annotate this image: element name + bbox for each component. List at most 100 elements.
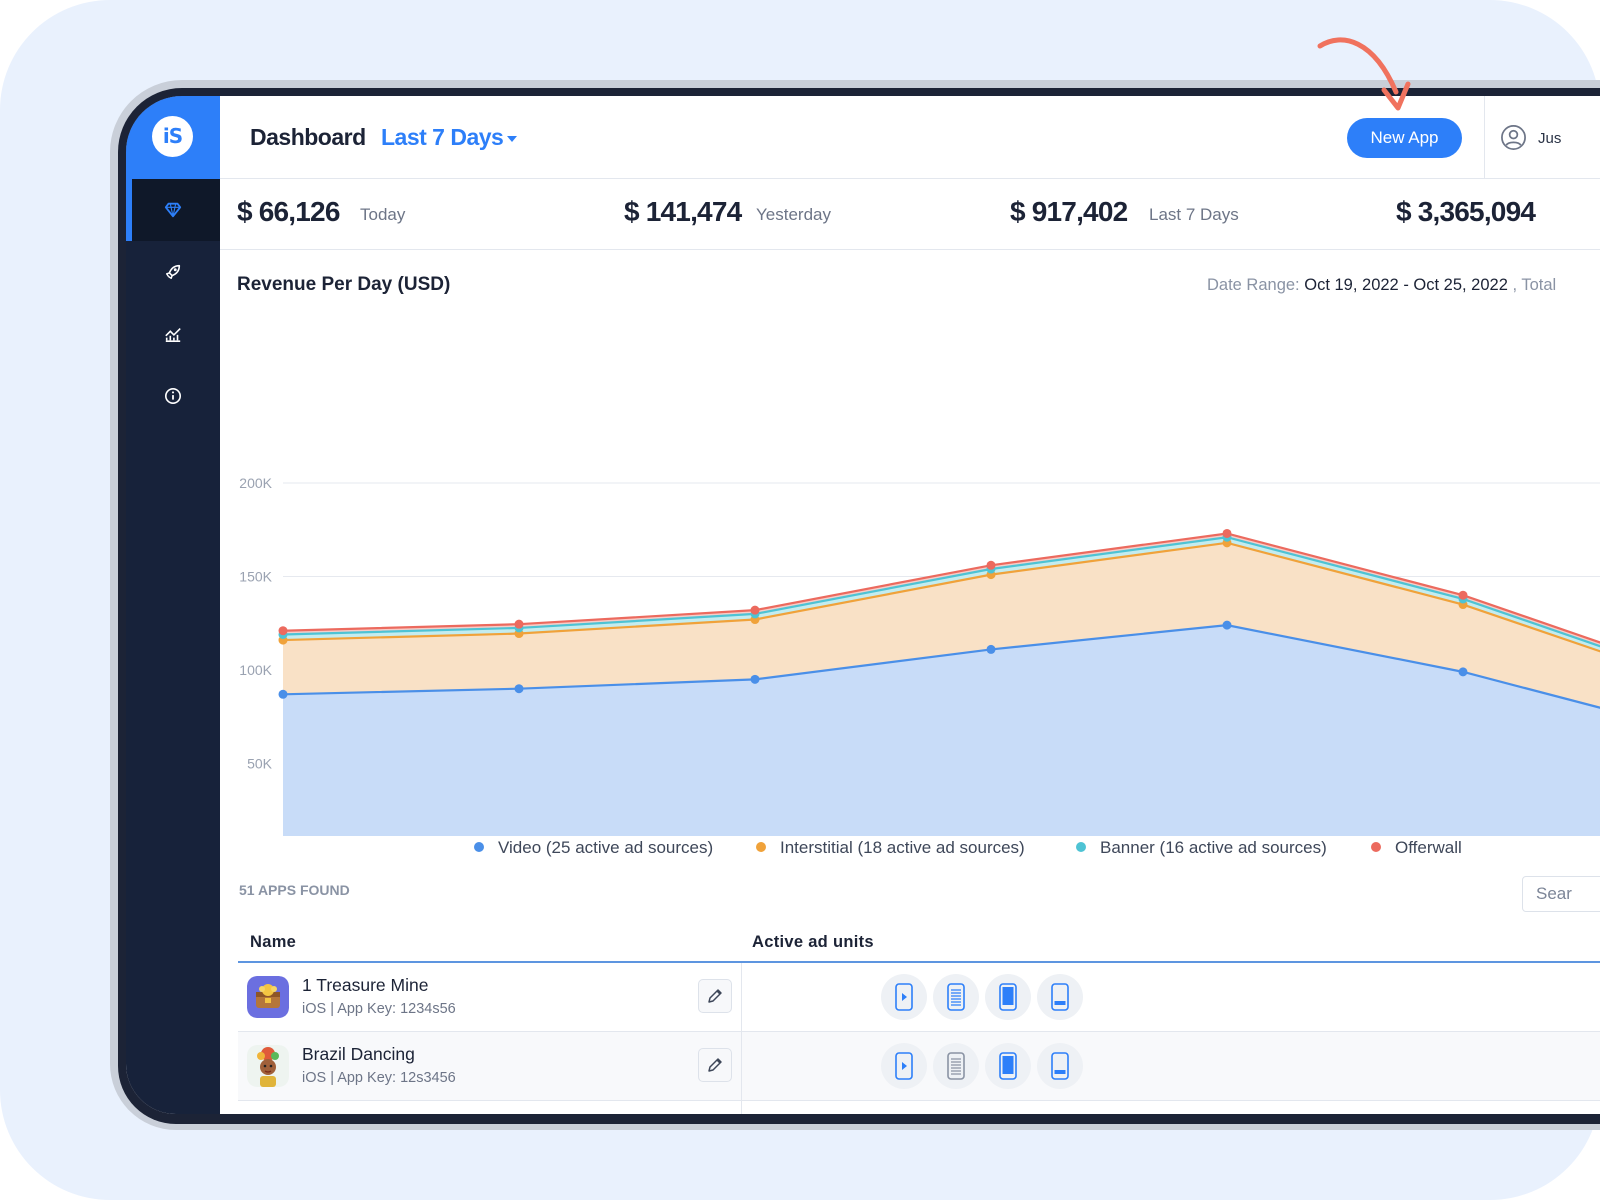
data-point [514,619,524,629]
stat-today-label: Today [360,205,406,224]
chart-date-range: Date Range: Oct 19, 2022 - Oct 25, 2022 … [1207,276,1556,295]
app-screen: iS Dashboard Last 7 Days New App Jus $ 6… [126,96,1600,1114]
info-icon [164,387,182,405]
app-name[interactable]: Brazil Dancing [302,1044,415,1064]
sidebar-item-info[interactable] [126,365,220,427]
full-screen-unit-icon [999,983,1017,1011]
area-1 [283,542,1600,708]
legend-banner[interactable]: Banner (16 active ad sources) [1076,838,1327,858]
total-label: , Total [1512,276,1557,294]
stat-yesterday-value: $ 141,474 [624,196,742,227]
date-range-value: Oct 19, 2022 - Oct 25, 2022 [1304,276,1508,294]
legend-dot [1371,842,1381,852]
user-name[interactable]: Jus [1538,130,1562,147]
table-header-divider [238,961,1600,963]
app-key-label: | App Key: [330,1070,397,1086]
data-point [278,626,288,636]
ad-unit-interstitial[interactable] [933,1043,979,1089]
ad-unit-banner[interactable] [1037,1043,1083,1089]
ad-unit-rewarded[interactable] [985,1043,1031,1089]
stat-last7-label: Last 7 Days [1149,205,1239,224]
pencil-icon [708,989,722,1003]
banner-unit-icon [1051,983,1069,1011]
column-header-active-ad-units[interactable]: Active ad units [752,933,874,951]
area-0 [283,625,1600,836]
legend-dot [756,842,766,852]
app-meta: iOS | App Key: 12s3456 [302,1070,456,1086]
legend-offerwall[interactable]: Offerwall [1371,838,1462,858]
table-row[interactable]: 1 Treasure Mine iOS | App Key: 1234s56 [238,963,1600,1032]
chevron-down-icon[interactable] [507,136,517,142]
app-key-label: | App Key: [330,1001,397,1017]
data-point [986,560,996,570]
ad-unit-interstitial[interactable] [933,974,979,1020]
y-tick-label: 50K [247,756,273,772]
interstitial-unit-icon [947,1052,965,1080]
data-point [278,689,288,699]
legend-dot [1076,842,1086,852]
table-row[interactable]: Brazil Dancing iOS | App Key: 12s3456 [238,1032,1600,1101]
legend-label: Video (25 active ad sources) [498,838,714,857]
video-unit-icon [895,983,913,1011]
logo-area[interactable]: iS [126,96,220,179]
revenue-chart: 050K100K150K200KOct 19, 2022Oct 20, 2022… [239,475,1600,836]
date-range-dropdown[interactable]: Last 7 Days [381,124,504,150]
video-unit-icon [895,1052,913,1080]
frame-clip [1560,88,1600,1128]
data-point [986,644,996,654]
legend-label: Offerwall [1395,838,1462,857]
y-tick-label: 200K [239,475,272,491]
legend-label: Banner (16 active ad sources) [1100,838,1327,857]
brazil-dancing-app-icon [247,1045,289,1087]
sidebar-item-analytics[interactable] [126,303,220,365]
page-title: Dashboard [250,124,366,150]
edit-app-button[interactable] [698,1048,732,1082]
app-key: 12s3456 [400,1070,456,1086]
ironsource-logo: iS [152,116,193,157]
table-column-divider [741,963,742,1114]
date-range-label: Date Range: [1207,276,1300,294]
header-divider [1484,96,1485,179]
analytics-icon [165,328,181,343]
revenue-stats: $ 66,126 Today $ 141,474 Yesterday $ 917… [220,179,1600,250]
legend-label: Interstitial (18 active ad sources) [780,838,1025,857]
interstitial-unit-icon [947,983,965,1011]
app-platform: iOS [302,1001,327,1017]
stat-today-value: $ 66,126 [237,196,340,227]
app-name[interactable]: 1 Treasure Mine [302,975,429,995]
app-key: 1234s56 [400,1001,456,1017]
ad-unit-video[interactable] [881,974,927,1020]
legend-dot [474,842,484,852]
full-screen-unit-icon [999,1052,1017,1080]
data-point [750,674,760,684]
column-header-name[interactable]: Name [250,933,297,951]
data-point [1222,528,1232,538]
sidebar-item-monetize[interactable] [126,179,220,241]
stat-total-value: $ 3,365,094 [1396,196,1536,227]
new-app-button[interactable]: New App [1347,118,1462,158]
ad-unit-video[interactable] [881,1043,927,1089]
data-point [750,605,760,615]
rocket-icon [165,264,181,280]
data-point [1222,620,1232,630]
treasure-mine-app-icon [247,976,289,1018]
diamond-icon [164,202,182,218]
banner-unit-icon [1051,1052,1069,1080]
ad-unit-rewarded[interactable] [985,974,1031,1020]
edit-app-button[interactable] [698,979,732,1013]
sidebar: iS [126,96,220,1114]
legend-interstitial[interactable]: Interstitial (18 active ad sources) [756,838,1025,858]
legend-video[interactable]: Video (25 active ad sources) [474,838,713,858]
stat-yesterday-label: Yesterday [756,205,831,224]
app-meta: iOS | App Key: 1234s56 [302,1001,456,1017]
pencil-icon [708,1058,722,1072]
ad-unit-banner[interactable] [1037,974,1083,1020]
data-point [1458,590,1468,600]
stat-last7-value: $ 917,402 [1010,196,1128,227]
sidebar-item-promote[interactable] [126,241,220,303]
user-icon[interactable] [1500,124,1527,151]
y-tick-label: 100K [239,662,272,678]
app-platform: iOS [302,1070,327,1086]
data-point [514,684,524,694]
search-input[interactable]: Sear [1522,876,1600,912]
